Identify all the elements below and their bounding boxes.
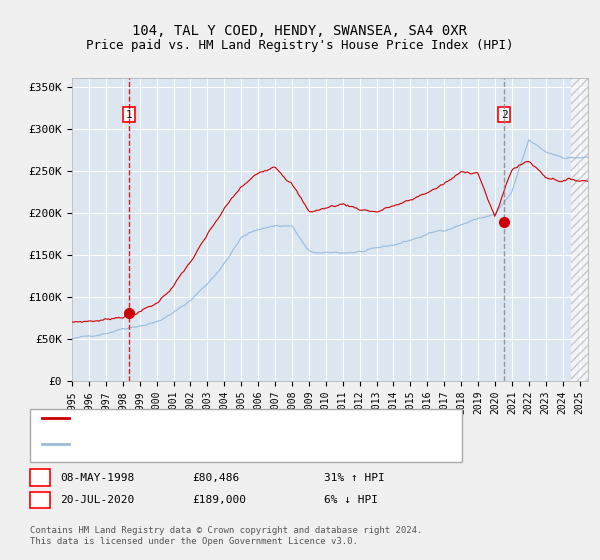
Text: 2: 2 — [37, 495, 44, 505]
Text: 2: 2 — [501, 110, 508, 120]
Text: 1: 1 — [125, 110, 132, 120]
Text: HPI: Average price, detached house, Carmarthenshire: HPI: Average price, detached house, Carm… — [72, 438, 391, 449]
Text: 6% ↓ HPI: 6% ↓ HPI — [324, 495, 378, 505]
Text: 1: 1 — [37, 473, 44, 483]
Bar — [571, 78, 596, 381]
Text: 104, TAL Y COED, HENDY, SWANSEA, SA4 0XR: 104, TAL Y COED, HENDY, SWANSEA, SA4 0XR — [133, 24, 467, 38]
Text: £80,486: £80,486 — [192, 473, 239, 483]
Text: 104, TAL Y COED, HENDY, SWANSEA, SA4 0XR (detached house): 104, TAL Y COED, HENDY, SWANSEA, SA4 0XR… — [72, 413, 428, 423]
Text: 31% ↑ HPI: 31% ↑ HPI — [324, 473, 385, 483]
Text: £189,000: £189,000 — [192, 495, 246, 505]
Text: 20-JUL-2020: 20-JUL-2020 — [60, 495, 134, 505]
Text: Price paid vs. HM Land Registry's House Price Index (HPI): Price paid vs. HM Land Registry's House … — [86, 39, 514, 52]
Text: Contains HM Land Registry data © Crown copyright and database right 2024.
This d: Contains HM Land Registry data © Crown c… — [30, 526, 422, 546]
Text: 08-MAY-1998: 08-MAY-1998 — [60, 473, 134, 483]
